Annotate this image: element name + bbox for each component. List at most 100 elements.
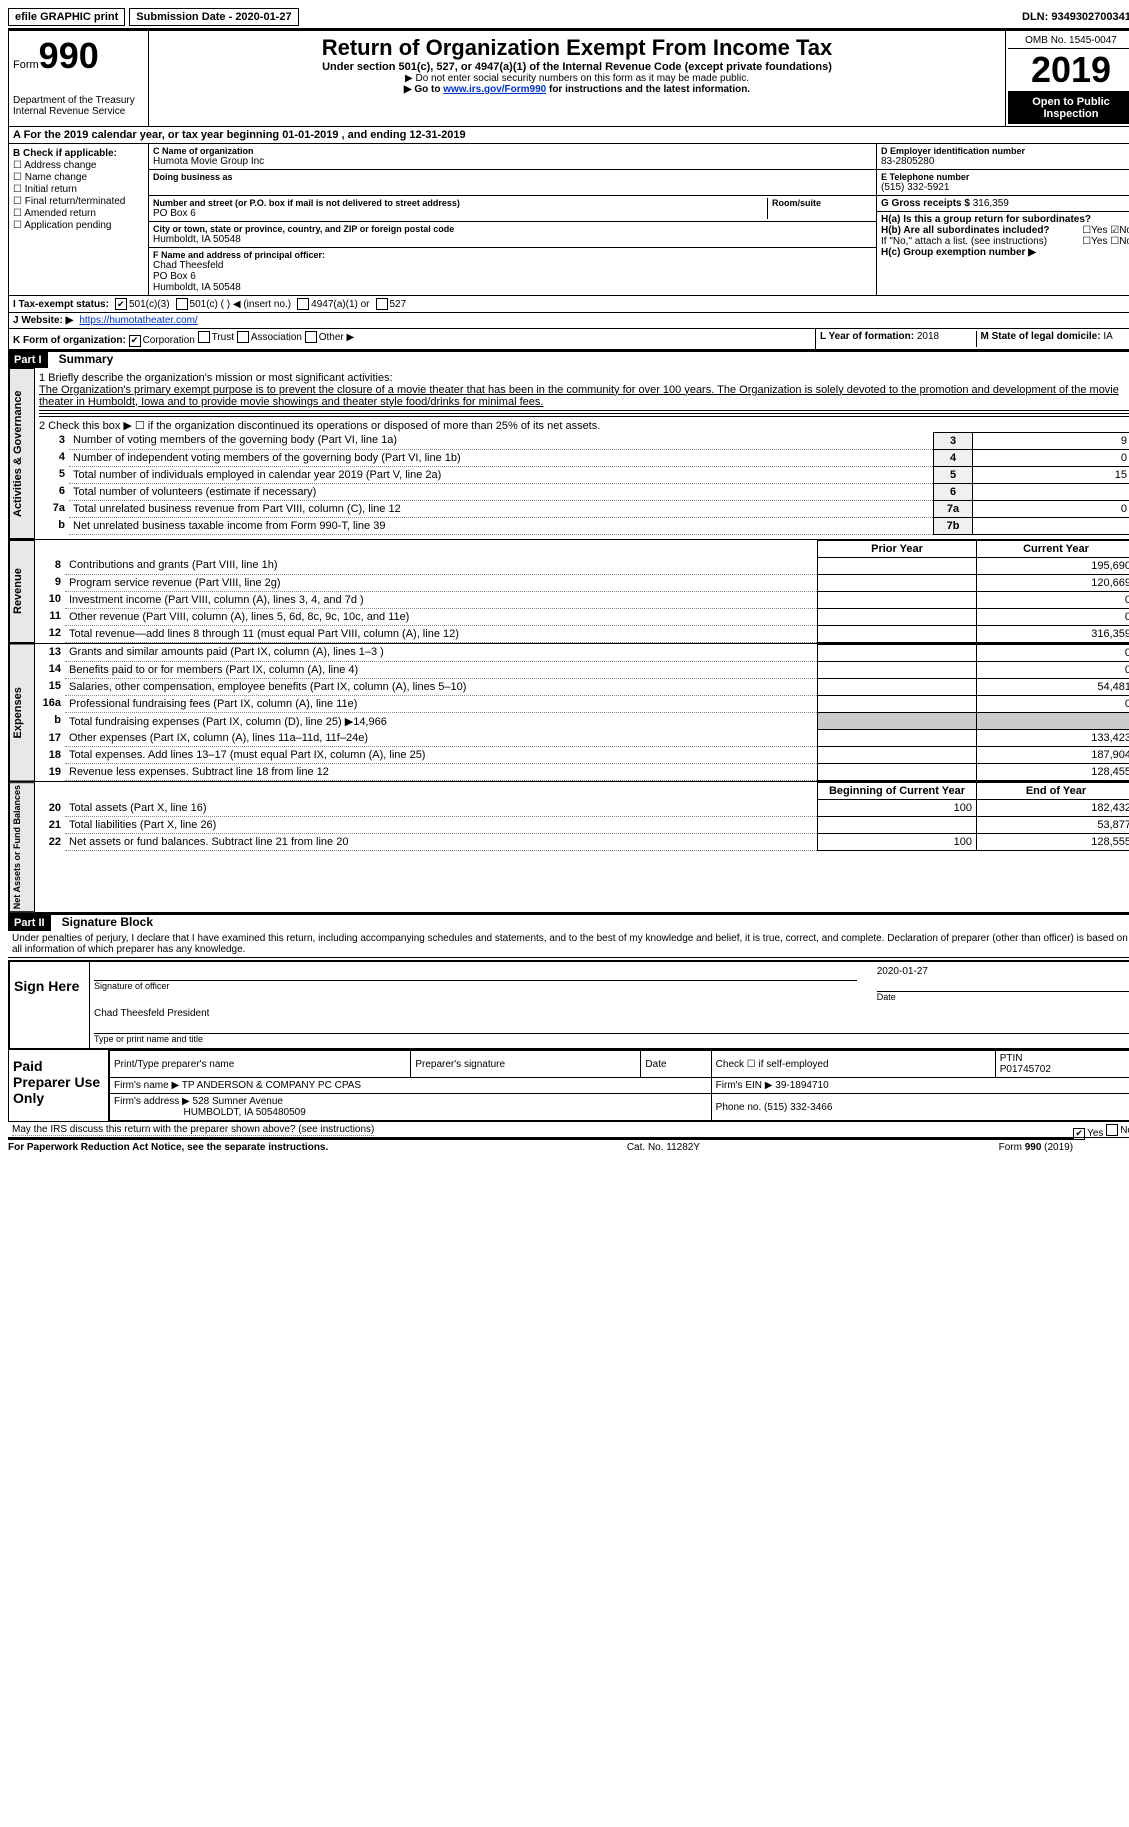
cb-527[interactable]: 527	[376, 298, 407, 310]
ein: 83-2805280	[881, 156, 1129, 167]
dba-label: Doing business as	[153, 172, 872, 182]
addr-label: Number and street (or P.O. box if mail i…	[153, 198, 767, 208]
firm-name: TP ANDERSON & COMPANY PC CPAS	[182, 1080, 361, 1091]
q1-text: The Organization's primary exempt purpos…	[39, 384, 1129, 408]
paid-preparer-table: Print/Type preparer's name Preparer's si…	[109, 1050, 1129, 1121]
sig-name-title: Chad Theesfeld President	[94, 1008, 1129, 1019]
omb-number: OMB No. 1545-0047	[1008, 33, 1129, 49]
phone: (515) 332-5921	[881, 182, 1129, 193]
cb-4947[interactable]: 4947(a)(1) or	[297, 298, 369, 310]
form-subtitle: Under section 501(c), 527, or 4947(a)(1)…	[155, 61, 999, 73]
q2: 2 Check this box ▶ ☐ if the organization…	[39, 419, 1129, 432]
cb-corp[interactable]: Corporation	[129, 335, 195, 347]
part1-header-row: Part I Summary	[8, 350, 1129, 368]
table-row: 9Program service revenue (Part VIII, lin…	[35, 574, 1129, 591]
footer-left: For Paperwork Reduction Act Notice, see …	[8, 1142, 328, 1153]
website-link[interactable]: https://humotatheater.com/	[79, 315, 197, 326]
table-row: 17Other expenses (Part IX, column (A), l…	[35, 730, 1129, 747]
expenses-table: 13Grants and similar amounts paid (Part …	[35, 644, 1129, 782]
submission-date: Submission Date - 2020-01-27	[129, 8, 298, 26]
sig-date: 2020-01-27	[877, 966, 1129, 977]
part2-header-row: Part II Signature Block	[8, 913, 1129, 931]
gov-table: 3Number of voting members of the governi…	[39, 432, 1129, 535]
klm-row: K Form of organization: Corporation Trus…	[8, 329, 1129, 350]
org-name: Humota Movie Group Inc	[153, 156, 872, 167]
footer-right: Form 990 (2019)	[999, 1142, 1073, 1153]
sign-here-block: Sign Here Signature of officer 2020-01-2…	[8, 960, 1129, 1050]
cb-501c3[interactable]: 501(c)(3)	[115, 298, 170, 310]
gross-val: 316,359	[973, 198, 1009, 209]
cb-address-change[interactable]: ☐ Address change	[13, 160, 144, 171]
cb-name-change[interactable]: ☐ Name change	[13, 172, 144, 183]
domicile-label: M State of legal domicile:	[981, 331, 1101, 342]
hint-ssn: ▶ Do not enter social security numbers o…	[155, 73, 999, 84]
cb-trust[interactable]: Trust	[198, 331, 234, 343]
sig-name-label: Type or print name and title	[94, 1033, 1129, 1044]
addr: PO Box 6	[153, 208, 767, 219]
part1-badge: Part I	[8, 352, 48, 368]
netassets-table: Beginning of Current YearEnd of Year 20T…	[35, 782, 1129, 851]
table-row: 11Other revenue (Part VIII, column (A), …	[35, 608, 1129, 625]
part2-badge: Part II	[8, 915, 51, 931]
gross-label: G Gross receipts $	[881, 198, 970, 209]
paid-preparer-label: Paid Preparer Use Only	[9, 1050, 109, 1121]
cb-assoc[interactable]: Association	[237, 331, 302, 343]
prep-sig-h: Preparer's signature	[411, 1051, 641, 1078]
revenue-vert-label: Revenue	[9, 540, 35, 643]
org-name-label: C Name of organization	[153, 146, 872, 156]
cb-other[interactable]: Other ▶	[305, 331, 354, 343]
officer-addr2: Humboldt, IA 50548	[153, 282, 872, 293]
table-row: 5Total number of individuals employed in…	[39, 466, 1129, 483]
q1-label: 1 Briefly describe the organization's mi…	[39, 372, 1129, 384]
sig-officer-line: Signature of officer	[94, 980, 857, 991]
table-row: 8Contributions and grants (Part VIII, li…	[35, 557, 1129, 574]
form990-link[interactable]: www.irs.gov/Form990	[443, 84, 546, 95]
tax-status-row: I Tax-exempt status: 501(c)(3) 501(c) ( …	[8, 296, 1129, 313]
table-row: 6Total number of volunteers (estimate if…	[39, 483, 1129, 500]
city-label: City or town, state or province, country…	[153, 224, 872, 234]
tax-status-label: I Tax-exempt status:	[13, 299, 109, 310]
cb-amended[interactable]: ☐ Amended return	[13, 208, 144, 219]
table-row: 22Net assets or fund balances. Subtract …	[35, 834, 1129, 851]
header-info-grid: B Check if applicable: ☐ Address change …	[8, 144, 1129, 296]
expenses-vert-label: Expenses	[9, 644, 35, 782]
efile-button[interactable]: efile GRAPHIC print	[8, 8, 125, 26]
sign-here-label: Sign Here	[10, 962, 90, 1048]
cb-initial-return[interactable]: ☐ Initial return	[13, 184, 144, 195]
cb-501c[interactable]: 501(c) ( ) ◀ (insert no.)	[176, 298, 292, 310]
table-row: 7aTotal unrelated business revenue from …	[39, 500, 1129, 517]
year-formation-label: L Year of formation:	[820, 331, 914, 342]
room-label: Room/suite	[772, 198, 872, 208]
paid-preparer-block: Paid Preparer Use Only Print/Type prepar…	[8, 1050, 1129, 1122]
expenses-section: Expenses 13Grants and similar amounts pa…	[8, 644, 1129, 783]
open-inspection: Open to Public Inspection	[1008, 92, 1129, 124]
table-row: 12Total revenue—add lines 8 through 11 (…	[35, 625, 1129, 642]
firm-phone: (515) 332-3466	[764, 1102, 832, 1113]
domicile: IA	[1103, 331, 1112, 342]
table-row: 21Total liabilities (Part X, line 26)53,…	[35, 817, 1129, 834]
table-row: 19Revenue less expenses. Subtract line 1…	[35, 764, 1129, 781]
cb-application-pending[interactable]: ☐ Application pending	[13, 220, 144, 231]
tax-year: 2019	[1008, 49, 1129, 92]
footer-mid: Cat. No. 11282Y	[627, 1142, 700, 1153]
table-row: 14Benefits paid to or for members (Part …	[35, 661, 1129, 678]
officer-name: Chad Theesfeld	[153, 260, 872, 271]
hint-link: ▶ Go to www.irs.gov/Form990 for instruct…	[155, 84, 999, 95]
perjury-text: Under penalties of perjury, I declare th…	[8, 931, 1129, 958]
box-k-label: K Form of organization:	[13, 335, 126, 346]
table-row: 15Salaries, other compensation, employee…	[35, 678, 1129, 695]
cb-final-return[interactable]: ☐ Final return/terminated	[13, 196, 144, 207]
phone-label: E Telephone number	[881, 172, 1129, 182]
discuss-yes[interactable]: Yes	[1073, 1128, 1103, 1140]
prep-name-h: Print/Type preparer's name	[110, 1051, 411, 1078]
box-b-label: B Check if applicable:	[13, 148, 117, 159]
prep-date-h: Date	[641, 1051, 711, 1078]
officer-label: F Name and address of principal officer:	[153, 250, 872, 260]
page-footer: For Paperwork Reduction Act Notice, see …	[8, 1138, 1073, 1153]
table-row: bTotal fundraising expenses (Part IX, co…	[35, 712, 1129, 730]
ha-label: H(a) Is this a group return for subordin…	[881, 214, 1129, 225]
table-row: 10Investment income (Part VIII, column (…	[35, 591, 1129, 608]
discuss-no[interactable]: No	[1106, 1124, 1129, 1136]
gov-vert-label: Activities & Governance	[9, 368, 35, 539]
prep-self-h: Check ☐ if self-employed	[711, 1051, 995, 1078]
